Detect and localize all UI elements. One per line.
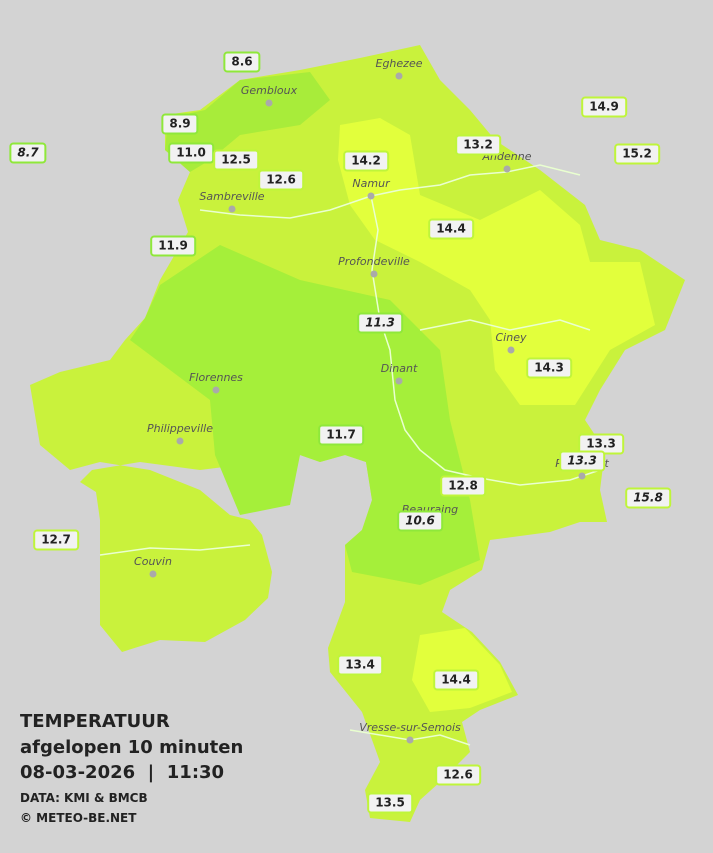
station-value: 12.6	[258, 169, 304, 191]
town-label: Eghezee	[376, 57, 423, 70]
rivers	[99, 164, 601, 746]
legend-subtitle: afgelopen 10 minuten	[20, 737, 244, 759]
legend-heading: TEMPERATUUR	[20, 711, 170, 733]
town-dot	[507, 346, 515, 354]
station-value: 13.4	[337, 654, 383, 676]
station-value: 8.7	[9, 142, 47, 164]
legend-datetime: 08-03-2026 | 11:30	[20, 762, 225, 784]
station-value: 12.8	[440, 475, 486, 497]
station-value: 11.9	[150, 235, 196, 257]
station-value: 11.3	[357, 312, 403, 334]
station-value: 12.6	[435, 764, 481, 786]
legend-source: DATA: KMI & BMCB	[20, 790, 148, 805]
station-value: 14.3	[526, 357, 572, 379]
station-value: 13.2	[455, 134, 501, 156]
station-value: 8.9	[161, 113, 199, 135]
station-value: 14.4	[433, 669, 479, 691]
town-dot	[370, 270, 378, 278]
station-value: 14.9	[581, 96, 627, 118]
station-value: 15.2	[614, 143, 660, 165]
station-value: 14.2	[343, 150, 389, 172]
town-dot	[503, 165, 511, 173]
legend-copyright: © METEO-BE.NET	[20, 810, 137, 825]
town-label: Sambreville	[199, 190, 264, 203]
town-label: Profondeville	[338, 255, 410, 268]
station-value: 12.5	[213, 149, 259, 171]
town-label: Florennes	[189, 371, 243, 384]
town-dot	[228, 205, 236, 213]
town-label: Namur	[352, 177, 391, 190]
station-value: 10.6	[397, 510, 443, 532]
station-value: 11.7	[318, 424, 364, 446]
town-dot	[395, 377, 403, 385]
town-label: Vresse-sur-Semois	[359, 721, 461, 734]
town-dot	[406, 736, 414, 744]
town-label: Couvin	[134, 555, 172, 568]
town-label: Dinant	[381, 362, 418, 375]
town-dot	[212, 386, 220, 394]
station-value: 11.0	[168, 142, 214, 164]
town-dot	[367, 192, 375, 200]
station-value: 13.3	[559, 450, 605, 472]
town-dot	[265, 99, 273, 107]
town-dot	[395, 72, 403, 80]
station-value: 13.5	[367, 792, 413, 814]
warm-zone	[338, 118, 655, 405]
town-dot	[176, 437, 184, 445]
town-dot	[578, 472, 586, 480]
town-label: Philippeville	[147, 422, 213, 435]
station-value: 8.6	[223, 51, 261, 73]
station-value: 15.8	[625, 487, 671, 509]
town-dot	[149, 570, 157, 578]
town-label: Ciney	[496, 331, 527, 344]
station-value: 14.4	[428, 218, 474, 240]
town-label: Gembloux	[241, 84, 298, 97]
station-value: 12.7	[33, 529, 79, 551]
